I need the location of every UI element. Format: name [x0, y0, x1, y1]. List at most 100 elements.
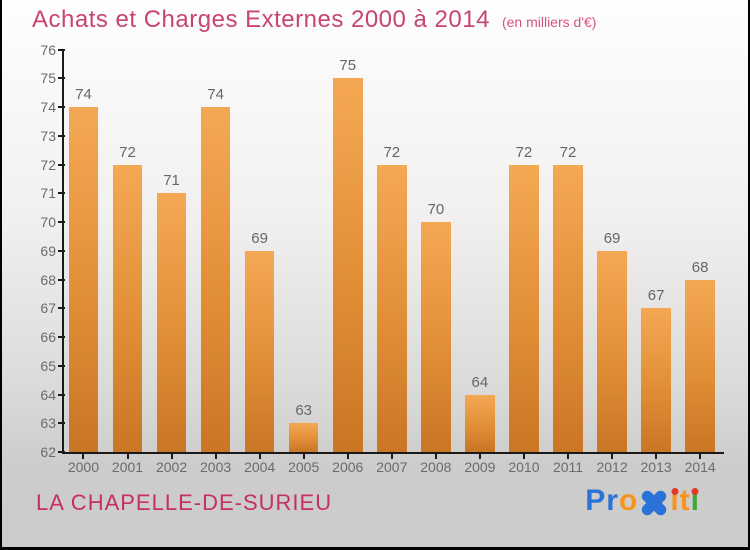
bar-value-label: 74	[75, 86, 92, 103]
y-axis-label: 62	[40, 444, 56, 460]
x-axis-tick	[214, 454, 217, 459]
logo-letter: r	[606, 484, 619, 517]
x-axis-label: 2012	[596, 459, 628, 475]
x-axis-tick	[567, 454, 569, 459]
y-axis-label: 67	[40, 300, 56, 317]
bar-2003	[200, 107, 231, 452]
x-axis-tick	[390, 454, 393, 459]
y-axis-tick	[58, 106, 65, 108]
bar-2014	[685, 279, 715, 452]
x-axis-tick	[522, 454, 525, 459]
x-axis-label: 2004	[244, 459, 276, 475]
x-axis-label: 2007	[376, 459, 408, 475]
y-axis-tick	[58, 336, 65, 338]
logo-letter-dot	[691, 488, 699, 495]
x-axis-tick	[82, 454, 85, 459]
place-name: LA CHAPELLE-DE-SURIEU	[36, 490, 333, 515]
bar-value-label: 72	[515, 143, 533, 161]
y-axis-label: 65	[40, 357, 56, 374]
y-axis-tick	[58, 451, 65, 453]
y-axis-tick	[58, 221, 65, 223]
y-axis-label: 75	[40, 70, 56, 87]
logo-letter: t	[679, 484, 691, 517]
y-axis-tick	[58, 134, 65, 137]
bar-value-label: 67	[647, 287, 665, 305]
bar-value-label: 68	[691, 258, 709, 276]
x-axis-label: 2010	[508, 459, 540, 475]
bar-value-label: 63	[295, 402, 313, 420]
bar-value-label: 75	[339, 57, 357, 75]
y-axis-label: 73	[40, 127, 56, 144]
bar-value-label: 72	[559, 143, 577, 161]
y-axis-label: 74	[40, 99, 56, 115]
bar-2009	[465, 394, 495, 452]
y-axis-label: 72	[40, 156, 56, 173]
y-axis-tick	[58, 364, 65, 367]
y-axis-tick	[58, 422, 65, 425]
bar-value-label: 72	[383, 143, 401, 161]
bar-2007	[377, 164, 407, 452]
bar-value-label: 64	[471, 373, 489, 391]
chart-header: Achats et Charges Externes 2000 à 2014 (…	[32, 6, 596, 34]
logo-letter-dot	[671, 488, 679, 495]
y-axis-tick	[58, 307, 65, 310]
bar-value-label: 74	[207, 86, 224, 103]
y-axis-label: 71	[40, 185, 56, 202]
x-axis-label: 2001	[111, 459, 144, 475]
y-axis-tick	[58, 278, 65, 281]
logo-letter: ı	[690, 484, 700, 517]
y-axis-tick	[58, 48, 65, 51]
bar-value-label: 71	[163, 172, 180, 190]
x-axis-tick	[655, 454, 658, 459]
bar-2010	[509, 164, 539, 452]
y-axis-label: 76	[40, 41, 56, 58]
y-axis-tick	[58, 192, 65, 195]
x-axis-label: 2000	[67, 459, 100, 475]
y-axis-tick	[58, 393, 65, 396]
y-axis-label: 64	[40, 386, 56, 403]
y-axis-label: 68	[40, 271, 56, 288]
bar-2005	[288, 423, 319, 452]
x-axis-label: 2008	[420, 459, 452, 475]
x-axis-tick	[346, 454, 349, 459]
bar-2013	[641, 308, 671, 452]
x-axis-label: 2014	[684, 459, 716, 475]
bar-value-label: 69	[603, 229, 621, 247]
x-axis-tick	[611, 454, 614, 459]
bar-2006	[333, 78, 363, 452]
y-axis-label: 63	[40, 415, 56, 432]
y-axis-label: 69	[40, 242, 56, 259]
x-axis-tick	[302, 454, 305, 459]
x-axis-tick	[478, 454, 481, 459]
logo-letter: P	[585, 484, 607, 517]
x-axis-label: 2003	[200, 459, 232, 475]
x-axis-label: 2013	[640, 459, 672, 475]
x-axis-label: 2006	[332, 459, 364, 475]
x-axis-tick	[258, 454, 261, 459]
logo-letter: o	[618, 484, 639, 517]
bar-value-label: 70	[427, 201, 445, 218]
x-axis-tick	[699, 454, 702, 459]
y-axis-tick	[58, 77, 65, 80]
x-axis-tick	[434, 454, 437, 459]
y-axis-tick	[58, 163, 65, 166]
y-axis-label: 70	[40, 214, 56, 230]
y-axis-tick	[58, 249, 65, 252]
bar-2012	[597, 250, 627, 452]
bar-2002	[156, 193, 187, 452]
bar-2000	[68, 107, 99, 452]
y-axis-line	[62, 49, 64, 454]
bar-value-label: 72	[119, 143, 136, 161]
x-axis-tick	[170, 454, 173, 459]
x-axis-label: 2009	[464, 459, 496, 475]
logo-letter: ı	[670, 484, 680, 517]
x-axis-label: 2005	[288, 459, 320, 475]
logo-x-icon	[640, 490, 668, 516]
bar-2004	[244, 250, 275, 452]
x-axis-label: 2002	[155, 459, 188, 475]
bar-2001	[112, 164, 143, 452]
x-axis-line	[62, 452, 724, 454]
